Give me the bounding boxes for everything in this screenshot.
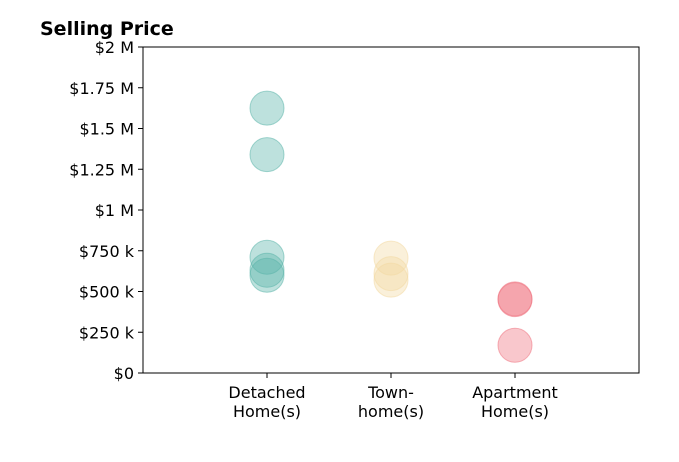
data-point [249,252,285,288]
data-point [497,327,533,363]
data-point [249,90,285,126]
x-tick-label: home(s) [358,402,424,421]
x-tick-label: Home(s) [481,402,549,421]
data-point [373,240,409,276]
y-tick-label: $1.25 M [69,160,134,179]
data-point [249,257,285,293]
y-tick-label: $1.5 M [79,120,134,139]
plot-area-frame [142,46,640,374]
data-points [249,90,533,363]
data-point [497,282,533,318]
y-tick-label: $2 M [95,38,134,57]
x-tick-label: Home(s) [233,402,301,421]
y-tick-label: $1 M [95,201,134,220]
y-tick-label: $0 [114,364,134,383]
x-axis: DetachedHome(s)Town-home(s)ApartmentHome… [228,373,558,421]
data-point [373,262,409,298]
x-tick-label: Detached [228,383,305,402]
y-tick-label: $750 k [79,242,135,261]
y-tick-label: $500 k [79,283,135,302]
x-tick-label: Town- [367,383,414,402]
data-point [249,137,285,173]
y-axis: $0 $250 k $500 k $750 k $1 M $1.25 M $1.5 M $1.… [69,38,143,383]
x-tick-label: Apartment [472,383,558,402]
data-point [249,239,285,275]
y-tick-label: $250 k [79,323,135,342]
chart-title: Selling Price [40,18,174,40]
y-tick-label: $1.75 M [69,79,134,98]
